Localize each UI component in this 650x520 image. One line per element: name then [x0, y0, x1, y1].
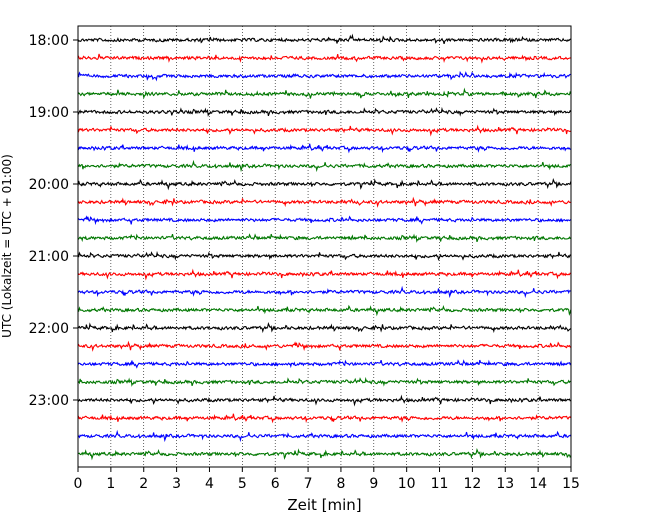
x-tick-label: 12: [463, 476, 481, 492]
plot-frame: [77, 25, 572, 468]
y-tick-label: 23:00: [29, 393, 69, 409]
x-tick-label: 11: [431, 476, 449, 492]
trace-2300: [77, 394, 571, 407]
trace-1930: [77, 143, 571, 154]
x-tick-label: 6: [271, 476, 280, 492]
y-axis-label: UTC (Lokalzeit = UTC + 01:00): [0, 154, 14, 338]
trace-1915: [77, 124, 572, 137]
trace-2100: [77, 250, 571, 261]
trace-2015: [77, 196, 571, 208]
x-tick-label: 5: [238, 476, 247, 492]
x-tick-label: 2: [139, 476, 148, 492]
x-axis-label: Zeit [min]: [287, 496, 361, 514]
trace-2330: [77, 429, 572, 443]
trace-2215: [77, 340, 572, 352]
x-tick-label: 7: [304, 476, 313, 492]
trace-2115: [77, 268, 572, 281]
trace-2200: [77, 322, 572, 334]
x-tick-label: 4: [205, 476, 214, 492]
trace-2030: [77, 215, 572, 226]
x-axis: 0 1 2 3 4 5 6 7 8 9 10 11 12 13 14 15: [74, 467, 580, 492]
trace-1900: [77, 106, 572, 117]
x-tick-label: 14: [529, 476, 547, 492]
trace-1845: [77, 87, 572, 100]
traces: [77, 33, 572, 461]
trace-2315: [77, 413, 572, 424]
x-tick-label: 8: [336, 476, 345, 492]
x-tick-label: 10: [398, 476, 416, 492]
x-tick-label: 0: [74, 476, 83, 492]
y-axis: 18:00 19:00 20:00 21:00 22:00 23:00: [29, 33, 78, 409]
y-tick-label: 22:00: [29, 321, 69, 337]
x-tick-label: 9: [369, 476, 378, 492]
trace-2045: [77, 233, 572, 243]
trace-2000: [77, 178, 572, 191]
trace-1800: [77, 33, 572, 45]
trace-1815: [77, 53, 571, 64]
trace-2345: [77, 448, 572, 461]
x-tick-label: 13: [496, 476, 514, 492]
trace-2130: [77, 285, 571, 299]
trace-2145: [77, 304, 572, 317]
y-tick-label: 21:00: [29, 249, 69, 265]
x-tick-label: 3: [172, 476, 181, 492]
y-tick-label: 18:00: [29, 33, 69, 49]
y-tick-label: 20:00: [29, 177, 69, 193]
x-tick-label: 1: [106, 476, 115, 492]
trace-1830: [77, 70, 571, 82]
x-tick-label: 15: [562, 476, 580, 492]
trace-2230: [77, 359, 572, 369]
trace-1945: [77, 159, 571, 173]
trace-2245: [77, 376, 571, 387]
y-tick-label: 19:00: [29, 105, 69, 121]
